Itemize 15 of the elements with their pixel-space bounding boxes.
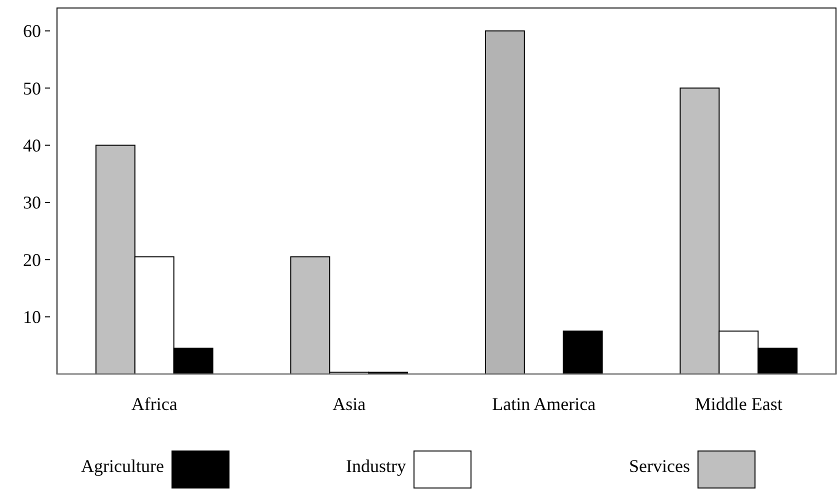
legend-label: Agriculture (81, 456, 164, 476)
x-tick-label: Asia (332, 394, 366, 414)
y-tick-label: 30 (23, 192, 41, 213)
legend-label: Industry (346, 456, 406, 476)
y-tick-label: 60 (23, 21, 41, 42)
y-tick-label: 20 (23, 250, 41, 270)
x-tick-label: Middle East (694, 394, 782, 414)
x-tick-label: Latin America (492, 394, 596, 414)
y-tick-label: 40 (23, 136, 41, 156)
x-tick-label: Africa (131, 394, 178, 414)
bar (562, 330, 603, 374)
legend-label: Services (629, 456, 690, 476)
y-tick-label: 50 (23, 78, 41, 98)
y-tick-label: 10 (23, 307, 41, 328)
bar (484, 30, 525, 374)
